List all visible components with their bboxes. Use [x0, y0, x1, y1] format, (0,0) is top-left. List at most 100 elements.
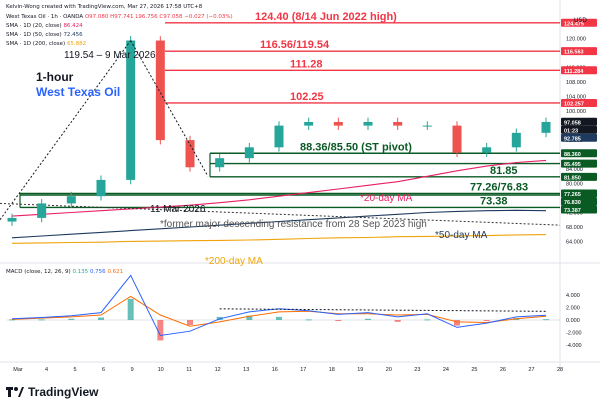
- candle: [215, 158, 225, 168]
- price-tag-bg: [561, 205, 597, 214]
- time-tick: 9: [131, 367, 134, 373]
- sup-81-label: 81.85: [490, 165, 518, 177]
- time-tick: 28: [557, 367, 563, 373]
- macd-hist-bar: [157, 320, 164, 341]
- price-tag: 97.058: [564, 120, 581, 126]
- price-tag: 88.360: [564, 152, 581, 158]
- ohlc-high: H97.741: [110, 14, 134, 20]
- sma20-legend-value: 86.424: [63, 23, 83, 29]
- time-tick: 12: [215, 367, 221, 373]
- macd-signal-value: 0.621: [107, 269, 124, 275]
- candle: [541, 121, 551, 133]
- time-tick: 5: [74, 367, 77, 373]
- price-tag: 85.495: [564, 162, 581, 168]
- price-tag-bg: [561, 117, 597, 126]
- time-tick: 19: [357, 367, 363, 373]
- sma20-legend-label: SMA · 1D (20, close): [6, 23, 62, 29]
- price-tag: 111.284: [564, 69, 584, 75]
- candle: [333, 121, 343, 126]
- price-tick: 120.000: [566, 37, 586, 43]
- sma200-legend[interactable]: SMA · 1D (200, close) 65.882: [6, 41, 86, 47]
- tradingview-logo-icon: [6, 387, 24, 397]
- sma50-annotation: *50-day MA: [435, 230, 488, 241]
- time-tick: 16: [272, 367, 278, 373]
- candle: [126, 40, 136, 180]
- candle: [363, 121, 373, 126]
- sma200-legend-label: SMA · 1D (200, close): [6, 41, 66, 47]
- time-tick: 11: [186, 367, 192, 373]
- macd-hist-bar: [187, 320, 193, 325]
- tradingview-logo[interactable]: TradingView: [6, 384, 98, 400]
- sma20-annotation: *20-day MA: [360, 193, 413, 204]
- macd-hist-bar: [424, 319, 431, 321]
- price-tag-bg: [561, 189, 597, 198]
- time-tick: 24: [443, 367, 449, 373]
- symbol-line: West Texas Oil · 1h · OANDA: [6, 14, 84, 20]
- ohlc-close: C97.058: [159, 14, 183, 20]
- created-by-text: Kelvin-Wong created with TradingView.com…: [6, 4, 203, 10]
- candle: [37, 203, 47, 218]
- time-tick: 27: [528, 367, 534, 373]
- price-tag-bg: [561, 133, 597, 142]
- price-tag-bg: [561, 149, 597, 158]
- macd-line: [11, 274, 547, 337]
- sma50-legend[interactable]: SMA · 1D (50, close) 72.456: [6, 32, 83, 38]
- time-tick: 23: [414, 367, 420, 373]
- price-tag-bg: [561, 47, 597, 56]
- sma20-legend[interactable]: SMA · 1D (20, close) 86.424: [6, 23, 83, 29]
- ohlc-open: O97.080: [84, 14, 109, 20]
- time-tick: 10: [158, 367, 164, 373]
- price-tag: 102.257: [564, 101, 584, 107]
- macd-hist-bar: [483, 320, 490, 321]
- macd-tick: -2.000: [566, 330, 582, 336]
- candle: [274, 125, 284, 148]
- ohlc-low: L96.756: [135, 14, 158, 20]
- price-tick: 72.000: [566, 210, 583, 216]
- time-tick: 20: [386, 367, 392, 373]
- price-tick: 64.000: [566, 239, 583, 245]
- sma50-legend-label: SMA · 1D (50, close): [6, 32, 62, 38]
- currency-label: USD: [574, 17, 587, 24]
- price-tag-bg: [561, 197, 597, 206]
- price-tag-bg: [561, 125, 597, 134]
- macd-legend[interactable]: MACD (close, 12, 26, 9) 0.135 0.756 0.62…: [6, 269, 123, 275]
- macd-tick: -4.000: [566, 343, 582, 349]
- res-102-label: 102.25: [290, 91, 324, 103]
- candle: [96, 179, 106, 197]
- candle: [511, 132, 521, 148]
- candle: [482, 147, 492, 153]
- macd-hist-bar: [246, 315, 253, 320]
- macd-hist-value: 0.135: [72, 269, 89, 275]
- macd-tick: 4.000: [566, 293, 580, 299]
- macd-line-value: 0.756: [89, 269, 106, 275]
- candle: [422, 125, 432, 127]
- brand-name: TradingView: [28, 385, 99, 399]
- price-tag: 116.563: [564, 50, 584, 56]
- price-tag: 124.475: [564, 21, 584, 27]
- macd-hist-bar: [454, 320, 460, 326]
- candle: [66, 196, 76, 204]
- sup-73-label: 73.38: [480, 195, 508, 207]
- candle: [185, 140, 195, 168]
- macd-hist-bar: [335, 320, 342, 321]
- macd-hist-bar: [98, 317, 104, 320]
- price-tag: 77.265: [564, 192, 581, 198]
- macd-hist-bar: [543, 319, 549, 321]
- macd-hist-bar: [38, 319, 45, 321]
- price-tag: 92.785: [564, 136, 581, 142]
- chart-title-line1: 1-hour: [36, 70, 74, 84]
- sma50-line: [11, 209, 547, 239]
- time-tick: 4: [45, 367, 48, 373]
- price-tick: 68.000: [566, 225, 583, 231]
- time-tick: 26: [500, 367, 506, 373]
- price-tick: 108.000: [566, 80, 586, 86]
- price-tag-bg: [561, 172, 597, 181]
- price-tick: 80.000: [566, 182, 583, 188]
- time-tick: 13: [243, 367, 249, 373]
- former-resistance-label: *former major descending resistance from…: [160, 219, 427, 230]
- former-resistance-line: [0, 202, 561, 226]
- res-116-label: 116.56/119.54: [260, 39, 330, 51]
- macd-hist-bar: [9, 319, 15, 321]
- price-tag-bg: [561, 98, 597, 107]
